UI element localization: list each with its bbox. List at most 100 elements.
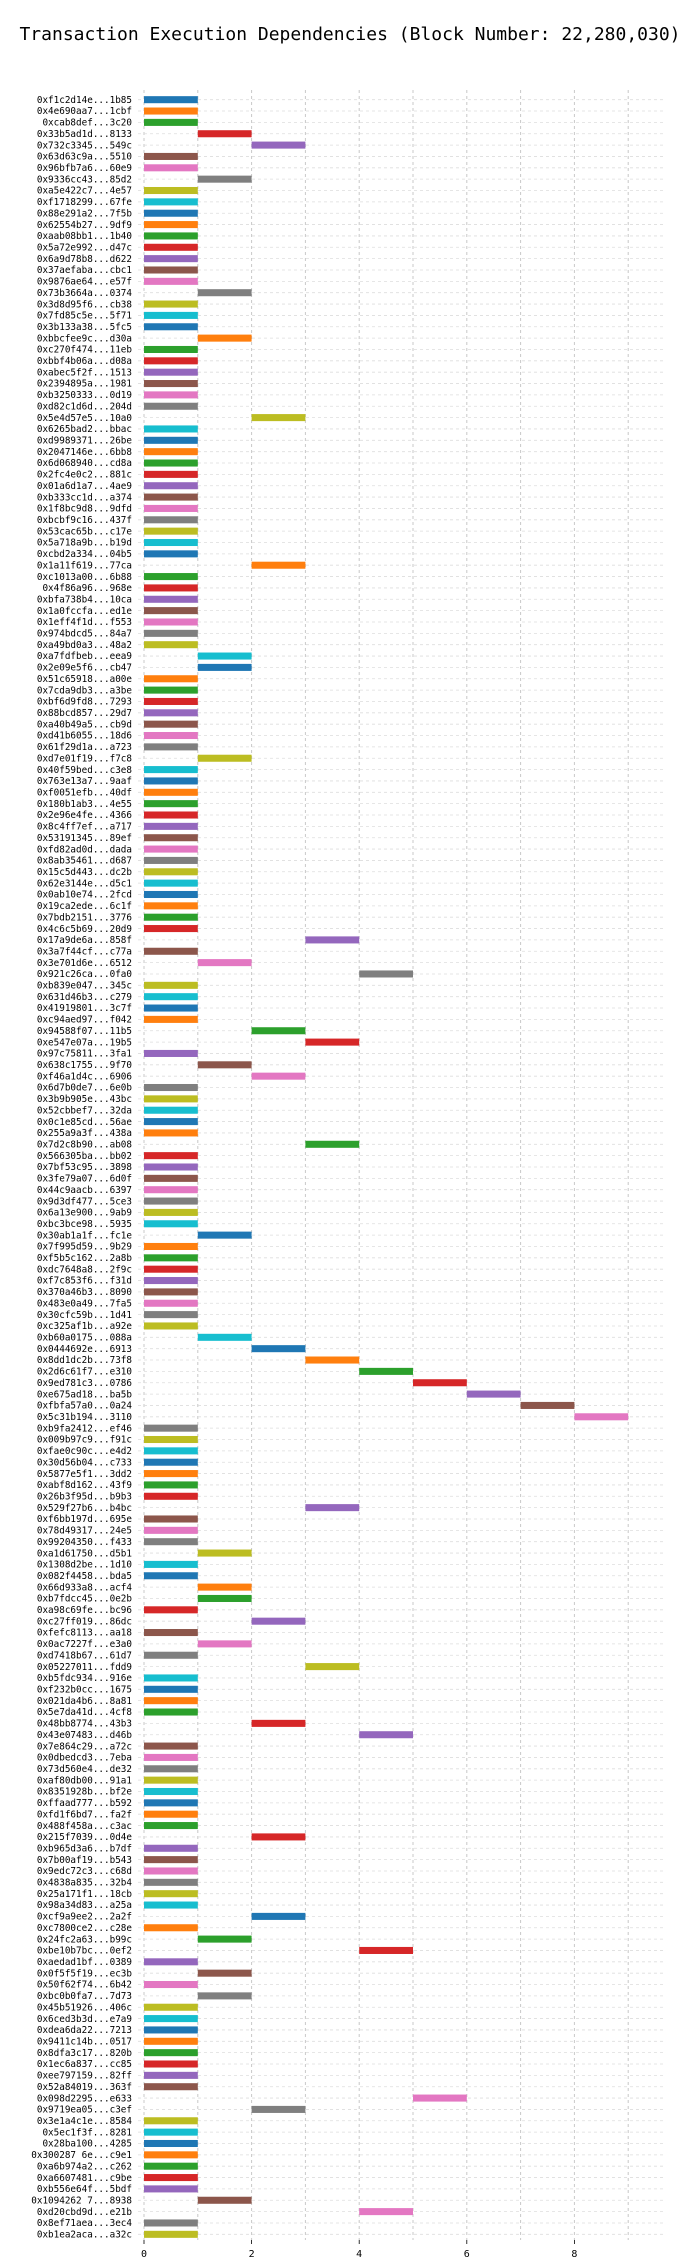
tx-bar: [359, 1731, 413, 1739]
tx-bar: [144, 2071, 198, 2079]
grid-lines: [138, 90, 666, 2240]
tx-label: 0x4e690aa7...1cbf: [37, 106, 132, 117]
tx-label: 0x41919801...3c7f: [37, 1003, 132, 1014]
tx-label: 0xc27ff019...86dc: [37, 1616, 132, 1627]
tx-bar: [144, 2162, 198, 2170]
tx-bar: [251, 2105, 306, 2113]
tx-bar: [144, 675, 198, 683]
tx-bar: [197, 754, 252, 762]
tx-bar: [197, 1594, 252, 1602]
tx-label: 0x6ced3b3d...e7a9: [37, 2014, 132, 2025]
tx-label: 0x8ab35461...d687: [37, 856, 132, 867]
tx-label: 0x7bdb2151...3776: [37, 912, 132, 923]
tx-label: 0xf7c853f6...f31d: [37, 1276, 132, 1287]
tx-label: 0xf0051efb...40df: [37, 788, 132, 799]
tx-label: 0x4838a835...32b4: [37, 1878, 133, 1889]
tx-bar: [197, 2196, 252, 2204]
x-tick-label: 4: [356, 2249, 362, 2260]
tx-label: 0xe675ad18...ba5b: [37, 1389, 133, 1400]
tx-label: 0x732c3345...549c: [37, 140, 132, 151]
tx-label: 0x0c1e85cd...56ae: [37, 1117, 133, 1128]
tx-bar: [144, 1481, 198, 1489]
tx-label: 0x15c5d443...dc2b: [37, 867, 133, 878]
tx-label: 0x2d6c61f7...e310: [37, 1367, 132, 1378]
tx-label: 0x17a9de6a...858f: [37, 935, 132, 946]
tx-label: 0x0dbedcd3...7eba: [37, 1753, 132, 1764]
tx-bar: [144, 1674, 198, 1682]
tx-label: 0x1094262 7...8938: [31, 2195, 132, 2206]
tx-label: 0xfae0c90c...e4d2: [37, 1446, 132, 1457]
tx-label: 0x974bdcd5...84a7: [37, 629, 132, 640]
tx-label: 0xa98c69fe...bc96: [37, 1605, 132, 1616]
tx-bar: [144, 913, 198, 921]
tx-label: 0xbcbf9c16...437f: [37, 515, 132, 526]
tx-bar: [144, 243, 198, 251]
tx-label: 0xd20cbd9d...e21b: [37, 2207, 133, 2218]
tx-bar: [144, 686, 198, 694]
tx-bar: [144, 1197, 198, 1205]
tx-label: 0x28ba100...4285: [42, 2139, 132, 2150]
tx-bar: [144, 800, 198, 808]
tx-label: 0xd7e01f19...f7c8: [37, 753, 132, 764]
tx-bar: [144, 550, 198, 558]
tx-bar: [144, 743, 198, 751]
tx-label: 0x9876ae64...e57f: [37, 277, 132, 288]
tx-label: 0x5a72e992...d47c: [37, 242, 132, 253]
tx-label: 0xa5e422c7...4e57: [37, 186, 132, 197]
tx-bar: [144, 1651, 198, 1659]
tx-label: 0x6d7b0de7...6e0b: [37, 1083, 133, 1094]
tx-bar: [144, 2174, 198, 2182]
tx-bar: [144, 1424, 198, 1432]
tx-bar: [144, 902, 198, 910]
tx-bar: [144, 1447, 198, 1455]
tx-label: 0x73d560e4...de32: [37, 1764, 132, 1775]
tx-label: 0x3b133a38...5fc5: [37, 322, 132, 333]
tx-bar: [144, 1299, 198, 1307]
tx-label: 0x4f86a96...968e: [42, 583, 132, 594]
tx-label: 0x3a7f44cf...c77a: [37, 946, 132, 957]
tx-bar: [144, 1901, 198, 1909]
tx-label: 0x8dfa3c17...820b: [37, 2048, 133, 2059]
tx-bar: [144, 152, 198, 160]
bars: [144, 96, 629, 2238]
tx-label: 0x88bcd857...29d7: [37, 708, 132, 719]
tx-bar: [144, 618, 198, 626]
tx-label: 0xf1718299...67fe: [37, 197, 133, 208]
tx-label: 0xb965d3a6...b7df: [37, 1843, 132, 1854]
tx-label: 0x9336cc43...85d2: [37, 174, 132, 185]
tx-bar: [144, 1526, 198, 1534]
tx-label: 0x78d49317...24e5: [37, 1526, 132, 1537]
tx-bar: [144, 1867, 198, 1875]
tx-bar: [144, 607, 198, 615]
tx-bar: [144, 118, 198, 126]
tx-label: 0x1f8bc9d8...9dfd: [37, 504, 132, 515]
tx-bar: [197, 959, 252, 967]
tx-label: 0x9411c14b...0517: [37, 2036, 132, 2047]
tx-label: 0x0ab10e74...2fcd: [37, 890, 132, 901]
tx-bar: [251, 561, 306, 569]
tx-label: 0x6265bad2...bbac: [37, 424, 132, 435]
tx-label: 0x483e0a49...7fa5: [37, 1298, 132, 1309]
tx-bar: [197, 175, 252, 183]
tx-label: 0x0444692e...6913: [37, 1344, 132, 1355]
tx-label: 0x9d3df477...5ce3: [37, 1196, 132, 1207]
tx-label: 0x763e13a7...9aaf: [37, 776, 132, 787]
tx-bar: [413, 1379, 467, 1387]
tx-bar: [144, 2037, 198, 2045]
tx-label: 0x0f5f5f19...ec3b: [37, 1968, 133, 1979]
tx-bar: [144, 1742, 198, 1750]
tx-label: 0xb5fdc934...916e: [37, 1673, 133, 1684]
tx-bar: [144, 1163, 198, 1171]
tx-bar: [305, 1356, 360, 1364]
tx-bar: [144, 1015, 198, 1023]
tx-bar: [144, 1083, 198, 1092]
tx-label: 0x098d2295...e633: [37, 2093, 132, 2104]
tx-label: 0x52cbbef7...32da: [37, 1105, 132, 1116]
tx-label: 0xee797159...82ff: [37, 2071, 132, 2082]
tx-bar: [144, 2139, 198, 2148]
x-axis-ticks: 0 2 4 6 8: [141, 2240, 577, 2260]
tx-label: 0x9719ea05...c3ef: [37, 2105, 132, 2116]
tx-bar: [144, 482, 198, 490]
tx-bar: [359, 970, 413, 978]
